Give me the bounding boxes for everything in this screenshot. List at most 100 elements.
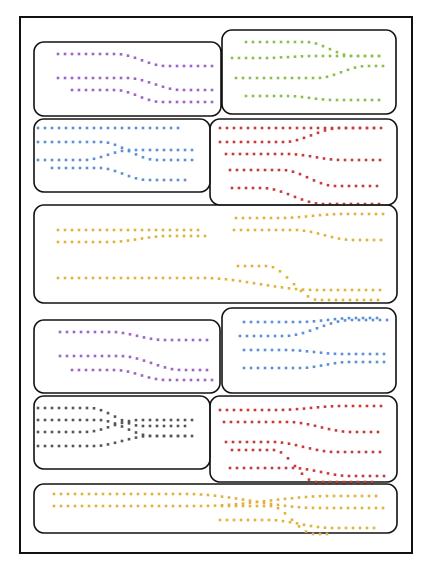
trajectory-dot <box>281 140 285 144</box>
trajectory-dot <box>326 183 330 187</box>
trajectory-dot <box>301 153 305 157</box>
trajectory-dot <box>276 506 280 510</box>
trajectory-dot <box>257 264 261 268</box>
trajectory-dot <box>326 472 330 475</box>
trajectory-dot <box>371 318 375 322</box>
trajectory-dot <box>372 404 376 408</box>
trajectory-dot <box>155 148 159 152</box>
trajectory-dot <box>333 473 337 476</box>
trajectory-dot <box>274 408 278 412</box>
trajectory-dot <box>126 91 130 94</box>
trajectory-dot <box>142 336 146 339</box>
trajectory-dot <box>183 158 187 162</box>
trajectory-dot <box>292 420 296 424</box>
trajectory-dot <box>80 504 84 508</box>
trajectory-dot <box>119 369 123 372</box>
trajectory-dot <box>332 73 336 77</box>
trajectory-dot <box>59 492 63 496</box>
trajectory-dot <box>213 494 217 497</box>
trajectory-dot <box>314 202 318 205</box>
trajectory-dot <box>91 88 95 92</box>
trajectory-dot <box>277 348 281 352</box>
trajectory-dot <box>309 230 313 234</box>
trajectory-dot <box>135 334 139 338</box>
trajectory-dot <box>330 405 334 408</box>
trajectory-dot <box>365 404 369 408</box>
trajectory-dot <box>115 504 119 508</box>
trajectory-dot <box>245 280 249 284</box>
trajectory-dot <box>336 158 340 162</box>
trajectory-dot <box>263 348 267 352</box>
trajectory-dot <box>350 450 354 454</box>
trajectory-dot <box>120 149 124 153</box>
trajectory-dot <box>315 448 319 452</box>
trajectory-dot <box>210 378 214 382</box>
trajectory-dot <box>251 448 255 452</box>
trajectory-dot <box>244 94 248 98</box>
trajectory-dot <box>350 288 354 292</box>
trajectory-dot <box>114 354 118 358</box>
trajectory-dot <box>259 283 263 286</box>
trajectory-dot <box>351 404 355 408</box>
trajectory-dot <box>168 378 172 382</box>
trajectory-dot <box>308 447 312 450</box>
trajectory-dot <box>321 54 325 58</box>
trajectory-dot <box>369 430 373 434</box>
trajectory-dot <box>255 76 259 80</box>
trajectory-dot <box>133 77 137 80</box>
trajectory-dot <box>322 449 326 453</box>
trajectory-dot <box>323 126 327 130</box>
trajectory-dot <box>355 430 359 434</box>
trajectory-dot <box>113 143 117 147</box>
trajectory-dot <box>235 168 239 172</box>
trajectory-dot <box>284 348 288 352</box>
trajectory-dot <box>225 518 229 522</box>
trajectory-dot <box>224 152 228 156</box>
trajectory-dot <box>161 64 165 68</box>
trajectory-dot <box>169 126 173 130</box>
trajectory-dot <box>350 158 354 162</box>
trajectory-dot <box>327 427 331 431</box>
trajectory-dot <box>169 178 173 182</box>
trajectory-dot <box>71 140 75 144</box>
trajectory-dot <box>305 175 309 179</box>
trajectory-dot <box>357 318 361 322</box>
trajectory-dot <box>176 158 180 162</box>
trajectory-dot <box>361 184 365 188</box>
trajectory-dot <box>162 418 166 422</box>
trajectory-dot <box>63 228 67 232</box>
trajectory-dot <box>71 430 75 434</box>
trajectory-dot <box>265 187 269 190</box>
trajectory-dot <box>241 502 245 505</box>
trajectory-dot <box>378 288 382 292</box>
trajectory-dot <box>218 140 222 144</box>
trajectory-dot <box>248 76 252 80</box>
trajectory-dot <box>113 415 117 418</box>
trajectory-dot <box>36 126 40 130</box>
trajectory-dot <box>72 330 76 334</box>
trajectory-dot <box>63 240 67 244</box>
trajectory-dot <box>309 134 313 137</box>
trajectory-dot <box>370 98 374 102</box>
dotted-trajectory <box>36 406 187 428</box>
trajectory-dot <box>307 200 311 204</box>
trajectory-dot <box>315 156 319 159</box>
trajectory-dot <box>332 212 336 216</box>
trajectory-dot <box>243 264 247 268</box>
trajectory-dot <box>119 53 123 56</box>
trajectory-dot <box>328 202 332 206</box>
trajectory-dot <box>318 494 322 498</box>
trajectory-dot <box>276 76 280 80</box>
trajectory-dot <box>218 408 222 412</box>
trajectory-dot <box>185 492 189 496</box>
trajectory-dot <box>119 76 123 80</box>
dotted-trajectory <box>242 348 386 356</box>
trajectory-dot <box>258 40 262 44</box>
trajectory-dot <box>36 444 40 448</box>
trajectory-dot <box>50 418 54 422</box>
trajectory-dot <box>365 526 369 530</box>
trajectory-dot <box>330 526 334 530</box>
trajectory-dot <box>372 238 376 242</box>
trajectory-dot <box>307 54 311 58</box>
trajectory-dot <box>98 228 102 232</box>
